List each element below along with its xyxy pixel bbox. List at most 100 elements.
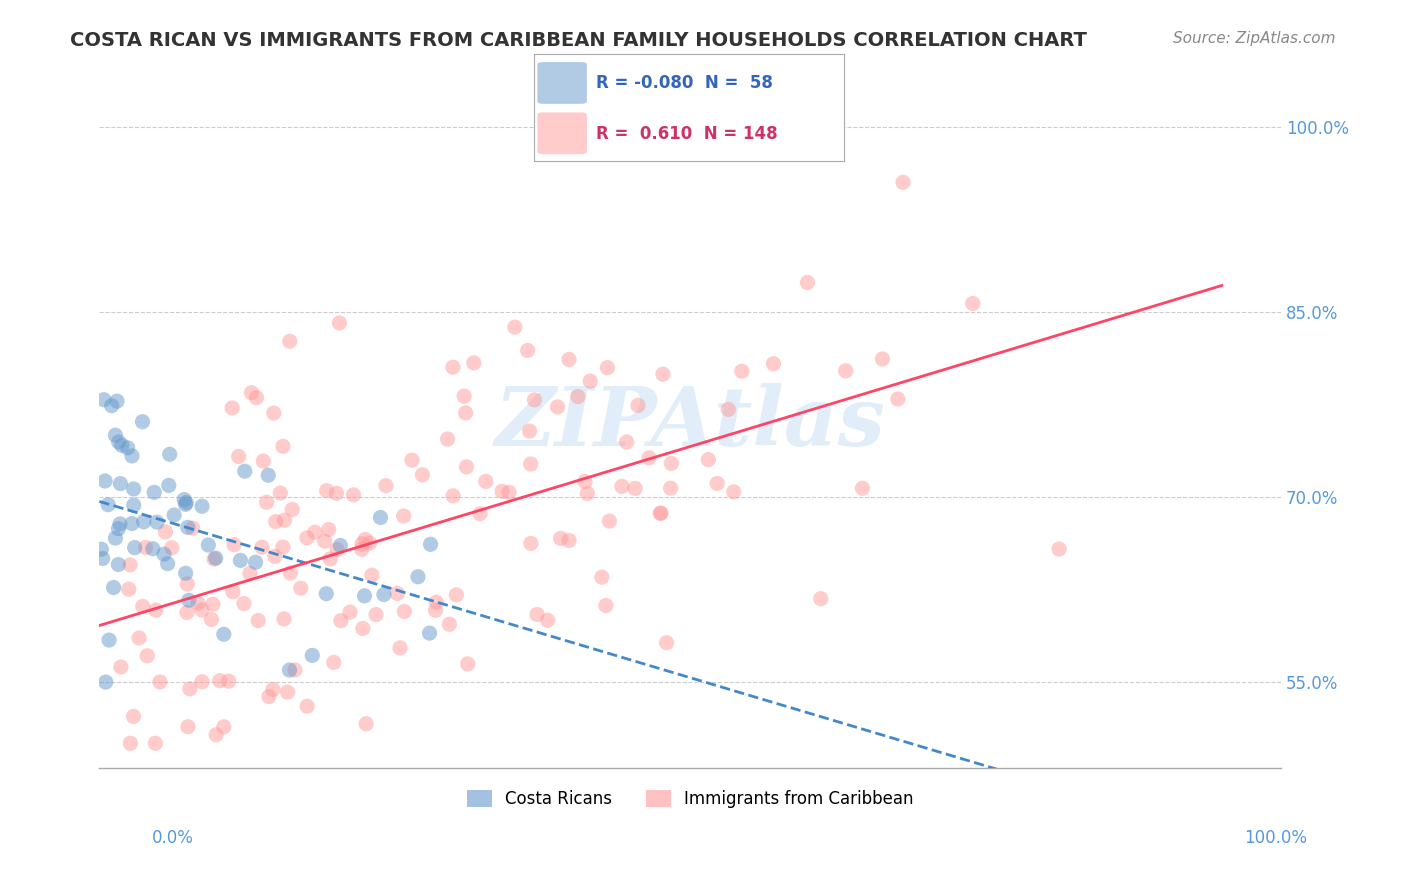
Immigrants from Caribbean xyxy=(717,402,740,417)
Costa Ricans xyxy=(93,392,115,407)
Immigrants from Caribbean xyxy=(446,588,468,602)
Immigrants from Caribbean xyxy=(281,502,304,516)
Immigrants from Caribbean xyxy=(354,716,377,731)
Immigrants from Caribbean xyxy=(697,452,720,467)
Immigrants from Caribbean xyxy=(392,508,415,523)
Costa Ricans xyxy=(257,468,280,483)
Costa Ricans xyxy=(174,495,197,509)
Immigrants from Caribbean xyxy=(651,367,673,381)
Costa Ricans xyxy=(94,474,117,488)
Costa Ricans xyxy=(107,558,129,572)
Immigrants from Caribbean xyxy=(567,390,589,404)
Immigrants from Caribbean xyxy=(269,486,291,500)
Immigrants from Caribbean xyxy=(176,606,198,620)
Immigrants from Caribbean xyxy=(118,582,141,597)
Costa Ricans xyxy=(146,515,169,529)
Immigrants from Caribbean xyxy=(595,599,617,613)
Costa Ricans xyxy=(142,541,165,556)
Costa Ricans xyxy=(104,531,127,545)
Costa Ricans xyxy=(156,557,179,571)
Immigrants from Caribbean xyxy=(359,536,381,550)
Immigrants from Caribbean xyxy=(519,457,541,471)
Immigrants from Caribbean xyxy=(278,566,301,580)
Immigrants from Caribbean xyxy=(454,406,477,420)
Immigrants from Caribbean xyxy=(706,476,728,491)
Immigrants from Caribbean xyxy=(498,485,520,500)
Immigrants from Caribbean xyxy=(627,398,650,412)
Immigrants from Caribbean xyxy=(245,391,267,405)
Immigrants from Caribbean xyxy=(263,549,285,564)
Immigrants from Caribbean xyxy=(329,614,352,628)
Text: 0.0%: 0.0% xyxy=(152,829,194,847)
Costa Ricans xyxy=(233,464,256,478)
Immigrants from Caribbean xyxy=(295,699,318,714)
Costa Ricans xyxy=(111,438,134,452)
Costa Ricans xyxy=(173,492,195,507)
Immigrants from Caribbean xyxy=(205,728,228,742)
Immigrants from Caribbean xyxy=(120,558,142,572)
Text: R = -0.080  N =  58: R = -0.080 N = 58 xyxy=(596,75,773,93)
Immigrants from Caribbean xyxy=(271,439,294,453)
Immigrants from Caribbean xyxy=(222,538,245,552)
Immigrants from Caribbean xyxy=(375,478,398,492)
Immigrants from Caribbean xyxy=(523,392,546,407)
Immigrants from Caribbean xyxy=(136,648,159,663)
Immigrants from Caribbean xyxy=(503,320,526,334)
Immigrants from Caribbean xyxy=(273,612,295,626)
Immigrants from Caribbean xyxy=(221,401,243,415)
Immigrants from Caribbean xyxy=(201,597,224,611)
Immigrants from Caribbean xyxy=(278,334,301,349)
Costa Ricans xyxy=(98,633,121,648)
Costa Ricans xyxy=(229,553,252,567)
Immigrants from Caribbean xyxy=(526,607,548,622)
Immigrants from Caribbean xyxy=(354,533,377,547)
FancyBboxPatch shape xyxy=(537,62,586,103)
Immigrants from Caribbean xyxy=(387,586,409,600)
Costa Ricans xyxy=(353,589,375,603)
Immigrants from Caribbean xyxy=(145,603,167,617)
Immigrants from Caribbean xyxy=(271,540,294,554)
Immigrants from Caribbean xyxy=(319,552,342,566)
Immigrants from Caribbean xyxy=(425,595,447,609)
Immigrants from Caribbean xyxy=(591,570,613,584)
Immigrants from Caribbean xyxy=(388,640,411,655)
Immigrants from Caribbean xyxy=(208,673,231,688)
Immigrants from Caribbean xyxy=(537,613,560,627)
Immigrants from Caribbean xyxy=(661,457,683,471)
Text: COSTA RICAN VS IMMIGRANTS FROM CARIBBEAN FAMILY HOUSEHOLDS CORRELATION CHART: COSTA RICAN VS IMMIGRANTS FROM CARIBBEAN… xyxy=(70,31,1087,50)
Immigrants from Caribbean xyxy=(468,507,491,521)
Immigrants from Caribbean xyxy=(350,542,373,557)
Immigrants from Caribbean xyxy=(132,599,155,614)
Immigrants from Caribbean xyxy=(128,631,150,645)
Immigrants from Caribbean xyxy=(257,690,280,704)
Immigrants from Caribbean xyxy=(456,459,478,474)
Immigrants from Caribbean xyxy=(326,542,349,557)
Immigrants from Caribbean xyxy=(200,612,222,626)
Immigrants from Caribbean xyxy=(519,424,541,438)
Immigrants from Caribbean xyxy=(181,521,204,535)
Immigrants from Caribbean xyxy=(962,296,984,310)
Immigrants from Caribbean xyxy=(425,603,447,617)
Costa Ricans xyxy=(121,516,143,531)
Immigrants from Caribbean xyxy=(191,674,214,689)
Costa Ricans xyxy=(301,648,323,663)
Costa Ricans xyxy=(191,500,214,514)
Immigrants from Caribbean xyxy=(239,566,262,581)
Immigrants from Caribbean xyxy=(655,636,678,650)
Immigrants from Caribbean xyxy=(228,450,250,464)
Immigrants from Caribbean xyxy=(325,486,347,500)
Immigrants from Caribbean xyxy=(176,577,198,591)
Costa Ricans xyxy=(406,570,429,584)
Immigrants from Caribbean xyxy=(453,389,475,403)
Immigrants from Caribbean xyxy=(810,591,832,606)
Immigrants from Caribbean xyxy=(491,484,513,499)
Immigrants from Caribbean xyxy=(250,540,273,554)
Costa Ricans xyxy=(117,441,139,455)
Text: R =  0.610  N = 148: R = 0.610 N = 148 xyxy=(596,125,778,143)
Costa Ricans xyxy=(143,485,166,500)
Immigrants from Caribbean xyxy=(547,400,569,414)
Immigrants from Caribbean xyxy=(598,514,620,528)
Immigrants from Caribbean xyxy=(576,486,599,500)
Costa Ricans xyxy=(370,510,392,524)
Costa Ricans xyxy=(94,675,117,690)
